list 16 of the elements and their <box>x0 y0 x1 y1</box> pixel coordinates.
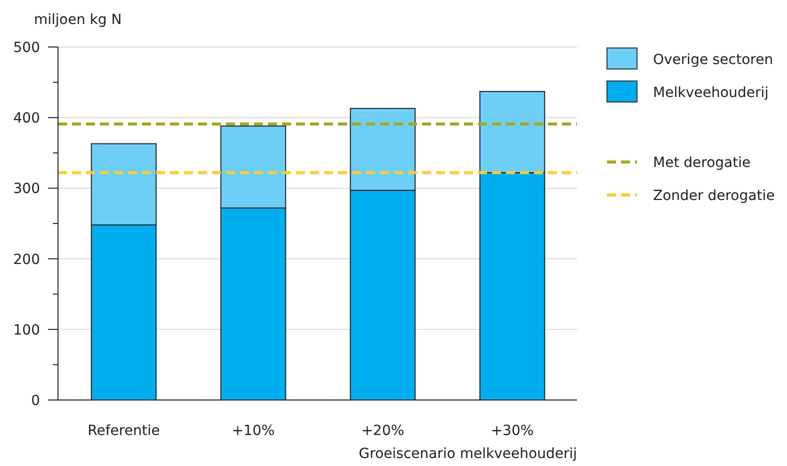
x-axis-title: Groeiscenario melkveehouderij <box>358 446 577 462</box>
x-tick-label: +30% <box>490 423 534 439</box>
y-tick-label: 100 <box>13 322 40 338</box>
y-tick-label: 300 <box>13 181 40 198</box>
legend-label: Melkveehouderij <box>653 85 769 101</box>
x-tick-label: +20% <box>361 423 404 439</box>
legend-label: Overige sectoren <box>653 52 774 68</box>
y-tick-label: 200 <box>13 252 40 268</box>
y-tick-label: 500 <box>13 40 40 56</box>
y-tick-label: 400 <box>13 110 40 127</box>
y-axis-title: miljoen kg N <box>34 12 122 28</box>
x-tick-label: Referentie <box>88 423 160 439</box>
legend-label: Met derogatie <box>653 155 751 171</box>
legend-label: Zonder derogatie <box>653 188 775 204</box>
x-tick-label: +10% <box>232 423 275 439</box>
y-tick-label: 0 <box>31 393 40 409</box>
